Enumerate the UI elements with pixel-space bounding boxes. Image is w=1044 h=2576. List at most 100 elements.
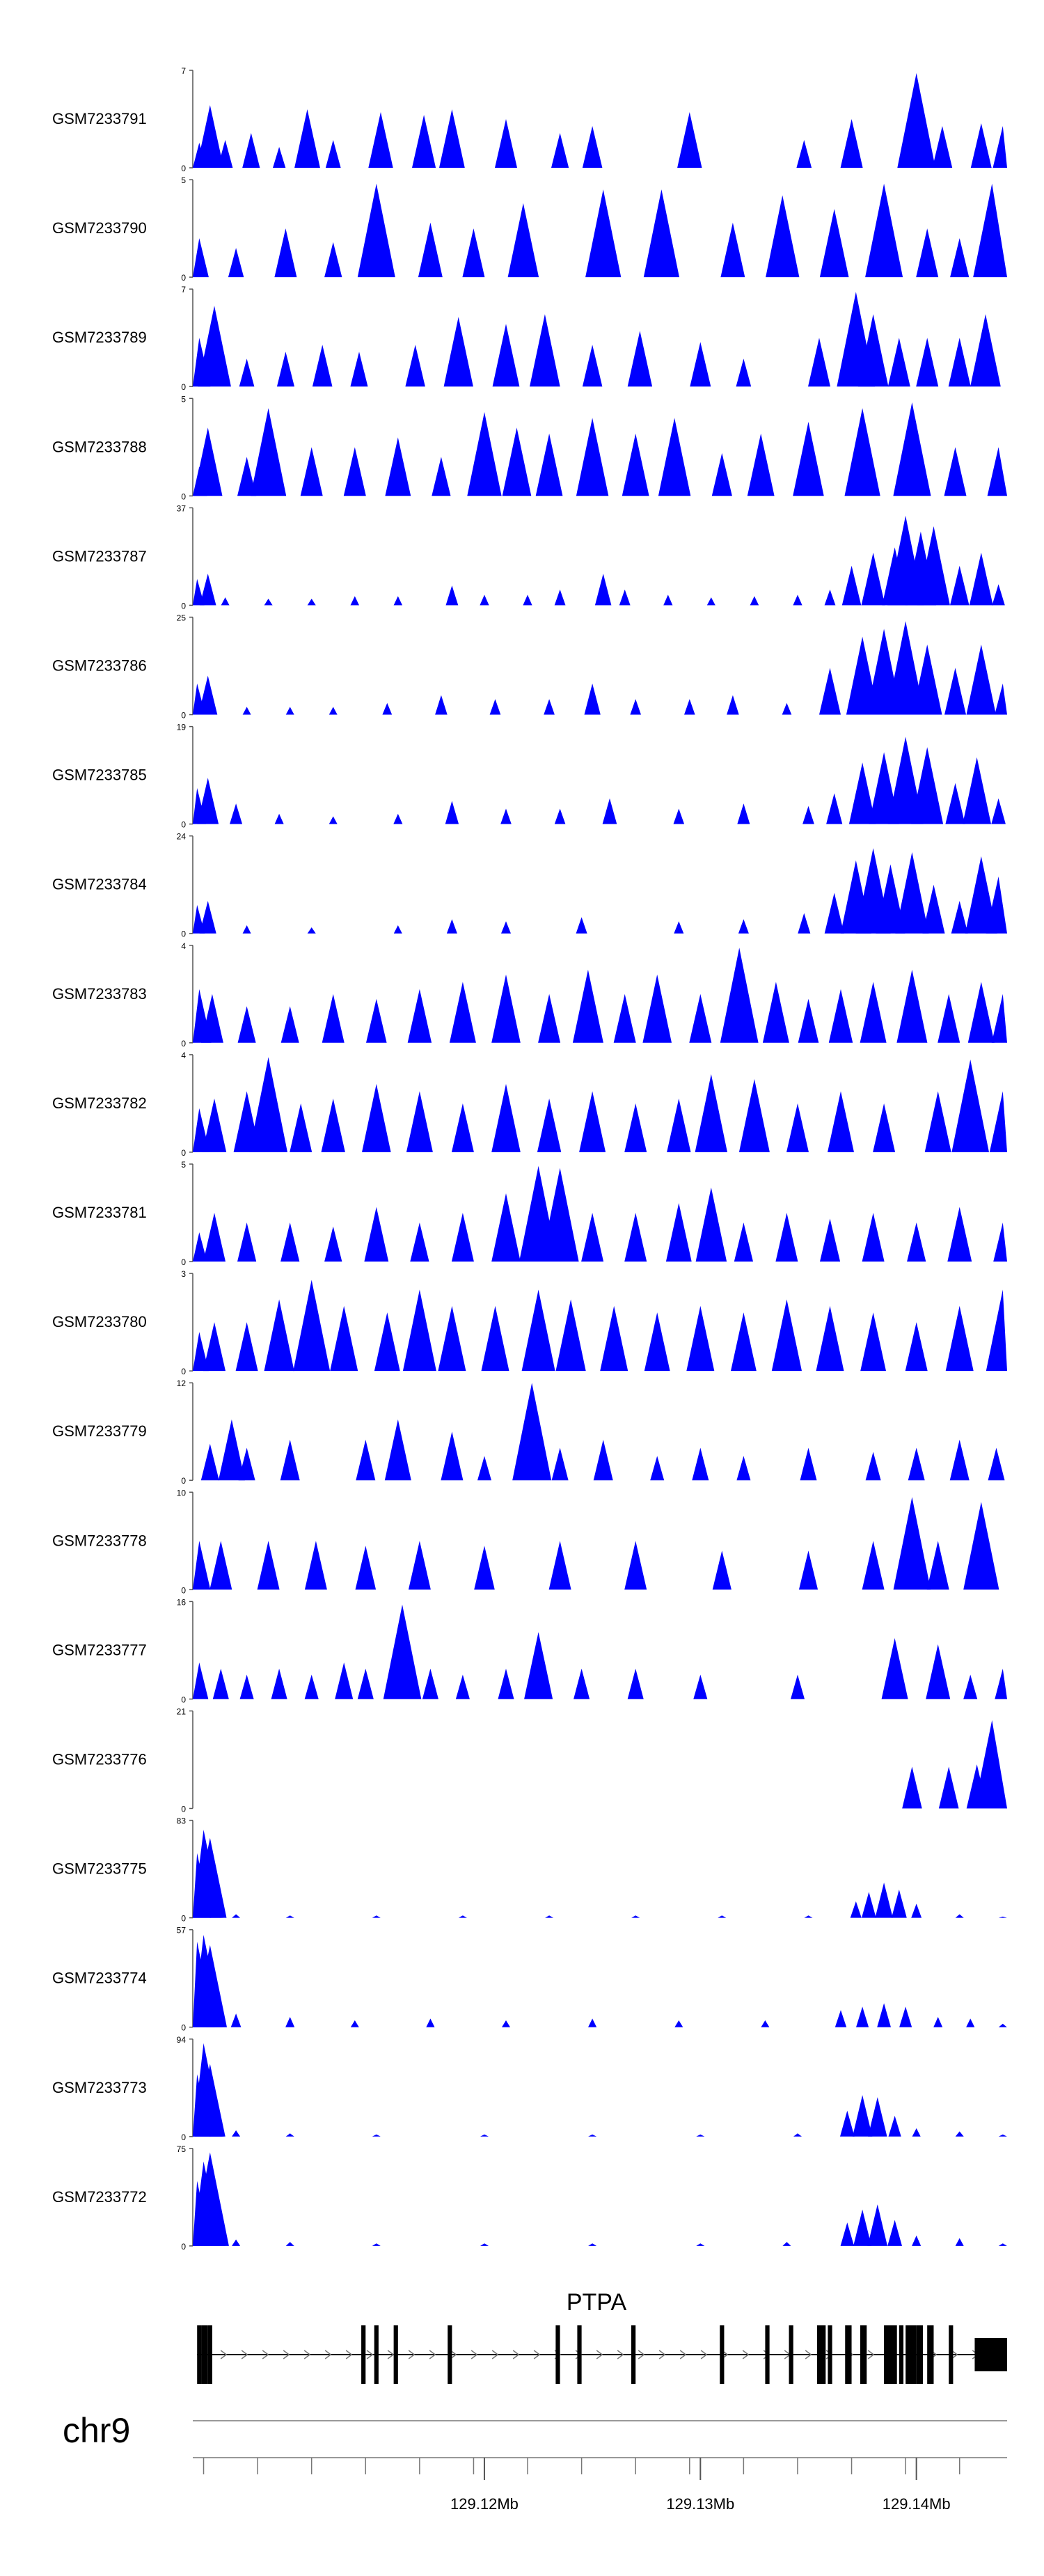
signal-peak (642, 974, 672, 1043)
signal-peak (212, 1668, 229, 1699)
signal-peak (249, 1057, 287, 1152)
signal-peak (674, 921, 684, 934)
signal-peak (512, 1383, 552, 1481)
signal-peak (446, 919, 457, 934)
signal-peak (329, 816, 338, 824)
signal-peak (846, 636, 879, 715)
signal-peak (355, 1546, 377, 1590)
y-min-label: 0 (181, 382, 186, 392)
signal-peak (366, 998, 387, 1043)
strand-arrow (366, 2350, 374, 2359)
signal-peak (720, 948, 759, 1043)
signal-peak (677, 112, 702, 168)
track-GSM7233775: GSM7233775 83 0 (52, 1816, 1007, 1924)
signal-peak (330, 1305, 358, 1372)
signal-peak (808, 338, 830, 387)
signal-peak (631, 1915, 640, 1918)
signal-peak (480, 595, 489, 606)
y-max-label: 3 (181, 1269, 186, 1279)
signal-peak (828, 1091, 854, 1152)
signal-peak (950, 238, 970, 278)
signal-peak (200, 994, 223, 1043)
track-label: GSM7233788 (52, 438, 147, 455)
track-GSM7233785: GSM7233785 19 0 (52, 723, 1006, 830)
signal-peak (860, 1312, 886, 1372)
signal-peak (548, 1541, 571, 1590)
signal-peak (966, 644, 996, 715)
track-label: GSM7233773 (52, 2079, 147, 2096)
gene-exon (927, 2325, 934, 2384)
track-label: GSM7233790 (52, 219, 147, 237)
gene-exon (720, 2325, 725, 2384)
signal-peak (963, 1674, 978, 1699)
signal-peak (537, 1098, 562, 1152)
signal-peak (203, 1213, 226, 1262)
signal-peak (264, 1299, 294, 1372)
y-min-label: 0 (181, 273, 186, 283)
signal-peak (695, 1074, 727, 1152)
signal-peak (912, 2128, 921, 2137)
signal-peak (300, 447, 323, 496)
signal-peak (594, 574, 612, 606)
y-min-label: 0 (181, 1039, 186, 1049)
signal-peak (304, 1674, 319, 1699)
signal-peak (432, 457, 451, 496)
y-min-label: 0 (181, 1476, 186, 1486)
signal-peak (824, 893, 844, 934)
signal-peak (343, 447, 366, 496)
signal-peak (791, 1674, 805, 1699)
signal-peak (911, 1903, 922, 1918)
signal-peak (495, 119, 517, 168)
track-GSM7233788: GSM7233788 5 0 (52, 394, 1007, 501)
signal-peak (193, 2152, 229, 2246)
signal-peak (467, 411, 502, 496)
signal-peak (852, 2095, 873, 2137)
track-label: GSM7233780 (52, 1313, 147, 1330)
gene-exon (789, 2325, 793, 2384)
chromosome-label: chr9 (63, 2411, 130, 2450)
y-min-label: 0 (181, 1585, 186, 1595)
signal-peak (800, 1447, 817, 1481)
axis-tick-label: 129.14Mb (883, 2495, 951, 2513)
signal-peak (441, 1431, 464, 1481)
signal-peak (350, 352, 368, 387)
signal-peak (410, 1223, 429, 1262)
y-min-label: 0 (181, 1367, 186, 1376)
gene-exon (884, 2325, 897, 2384)
signal-peak (804, 1915, 813, 1918)
signal-peak (385, 437, 411, 496)
signal-peak (736, 359, 752, 387)
signal-peak (218, 1419, 245, 1481)
signal-peak (445, 586, 459, 606)
signal-peak (782, 2242, 791, 2246)
signal-peak (439, 109, 465, 168)
strand-arrow (345, 2350, 353, 2359)
signal-peak (239, 1674, 254, 1699)
track-GSM7233791: GSM7233791 7 0 (52, 66, 1007, 173)
signal-peak (938, 994, 960, 1043)
y-min-label: 0 (181, 492, 186, 501)
signal-peak (887, 621, 925, 715)
signal-peak (824, 589, 836, 606)
track-label: GSM7233782 (52, 1094, 147, 1112)
signal-peak (988, 1447, 1005, 1481)
signal-peak (530, 314, 560, 387)
signal-peak (905, 1322, 928, 1372)
gene-exon (949, 2325, 954, 2384)
signal-peak (948, 338, 971, 387)
strand-arrow (951, 2350, 958, 2359)
signal-peak (285, 707, 294, 715)
signal-peak (521, 1289, 555, 1372)
signal-peak (206, 1984, 227, 2027)
signal-peak (816, 1305, 844, 1372)
signal-peak (857, 314, 889, 387)
signal-peak (955, 1914, 964, 1918)
signal-peak (862, 1541, 885, 1590)
signal-peak (445, 801, 459, 824)
signal-peak (451, 1213, 474, 1262)
strand-arrow (638, 2350, 645, 2359)
signal-peak (324, 1226, 342, 1262)
signal-peak (860, 982, 887, 1043)
signal-peak (902, 1766, 922, 1809)
signal-peak (384, 1419, 411, 1481)
